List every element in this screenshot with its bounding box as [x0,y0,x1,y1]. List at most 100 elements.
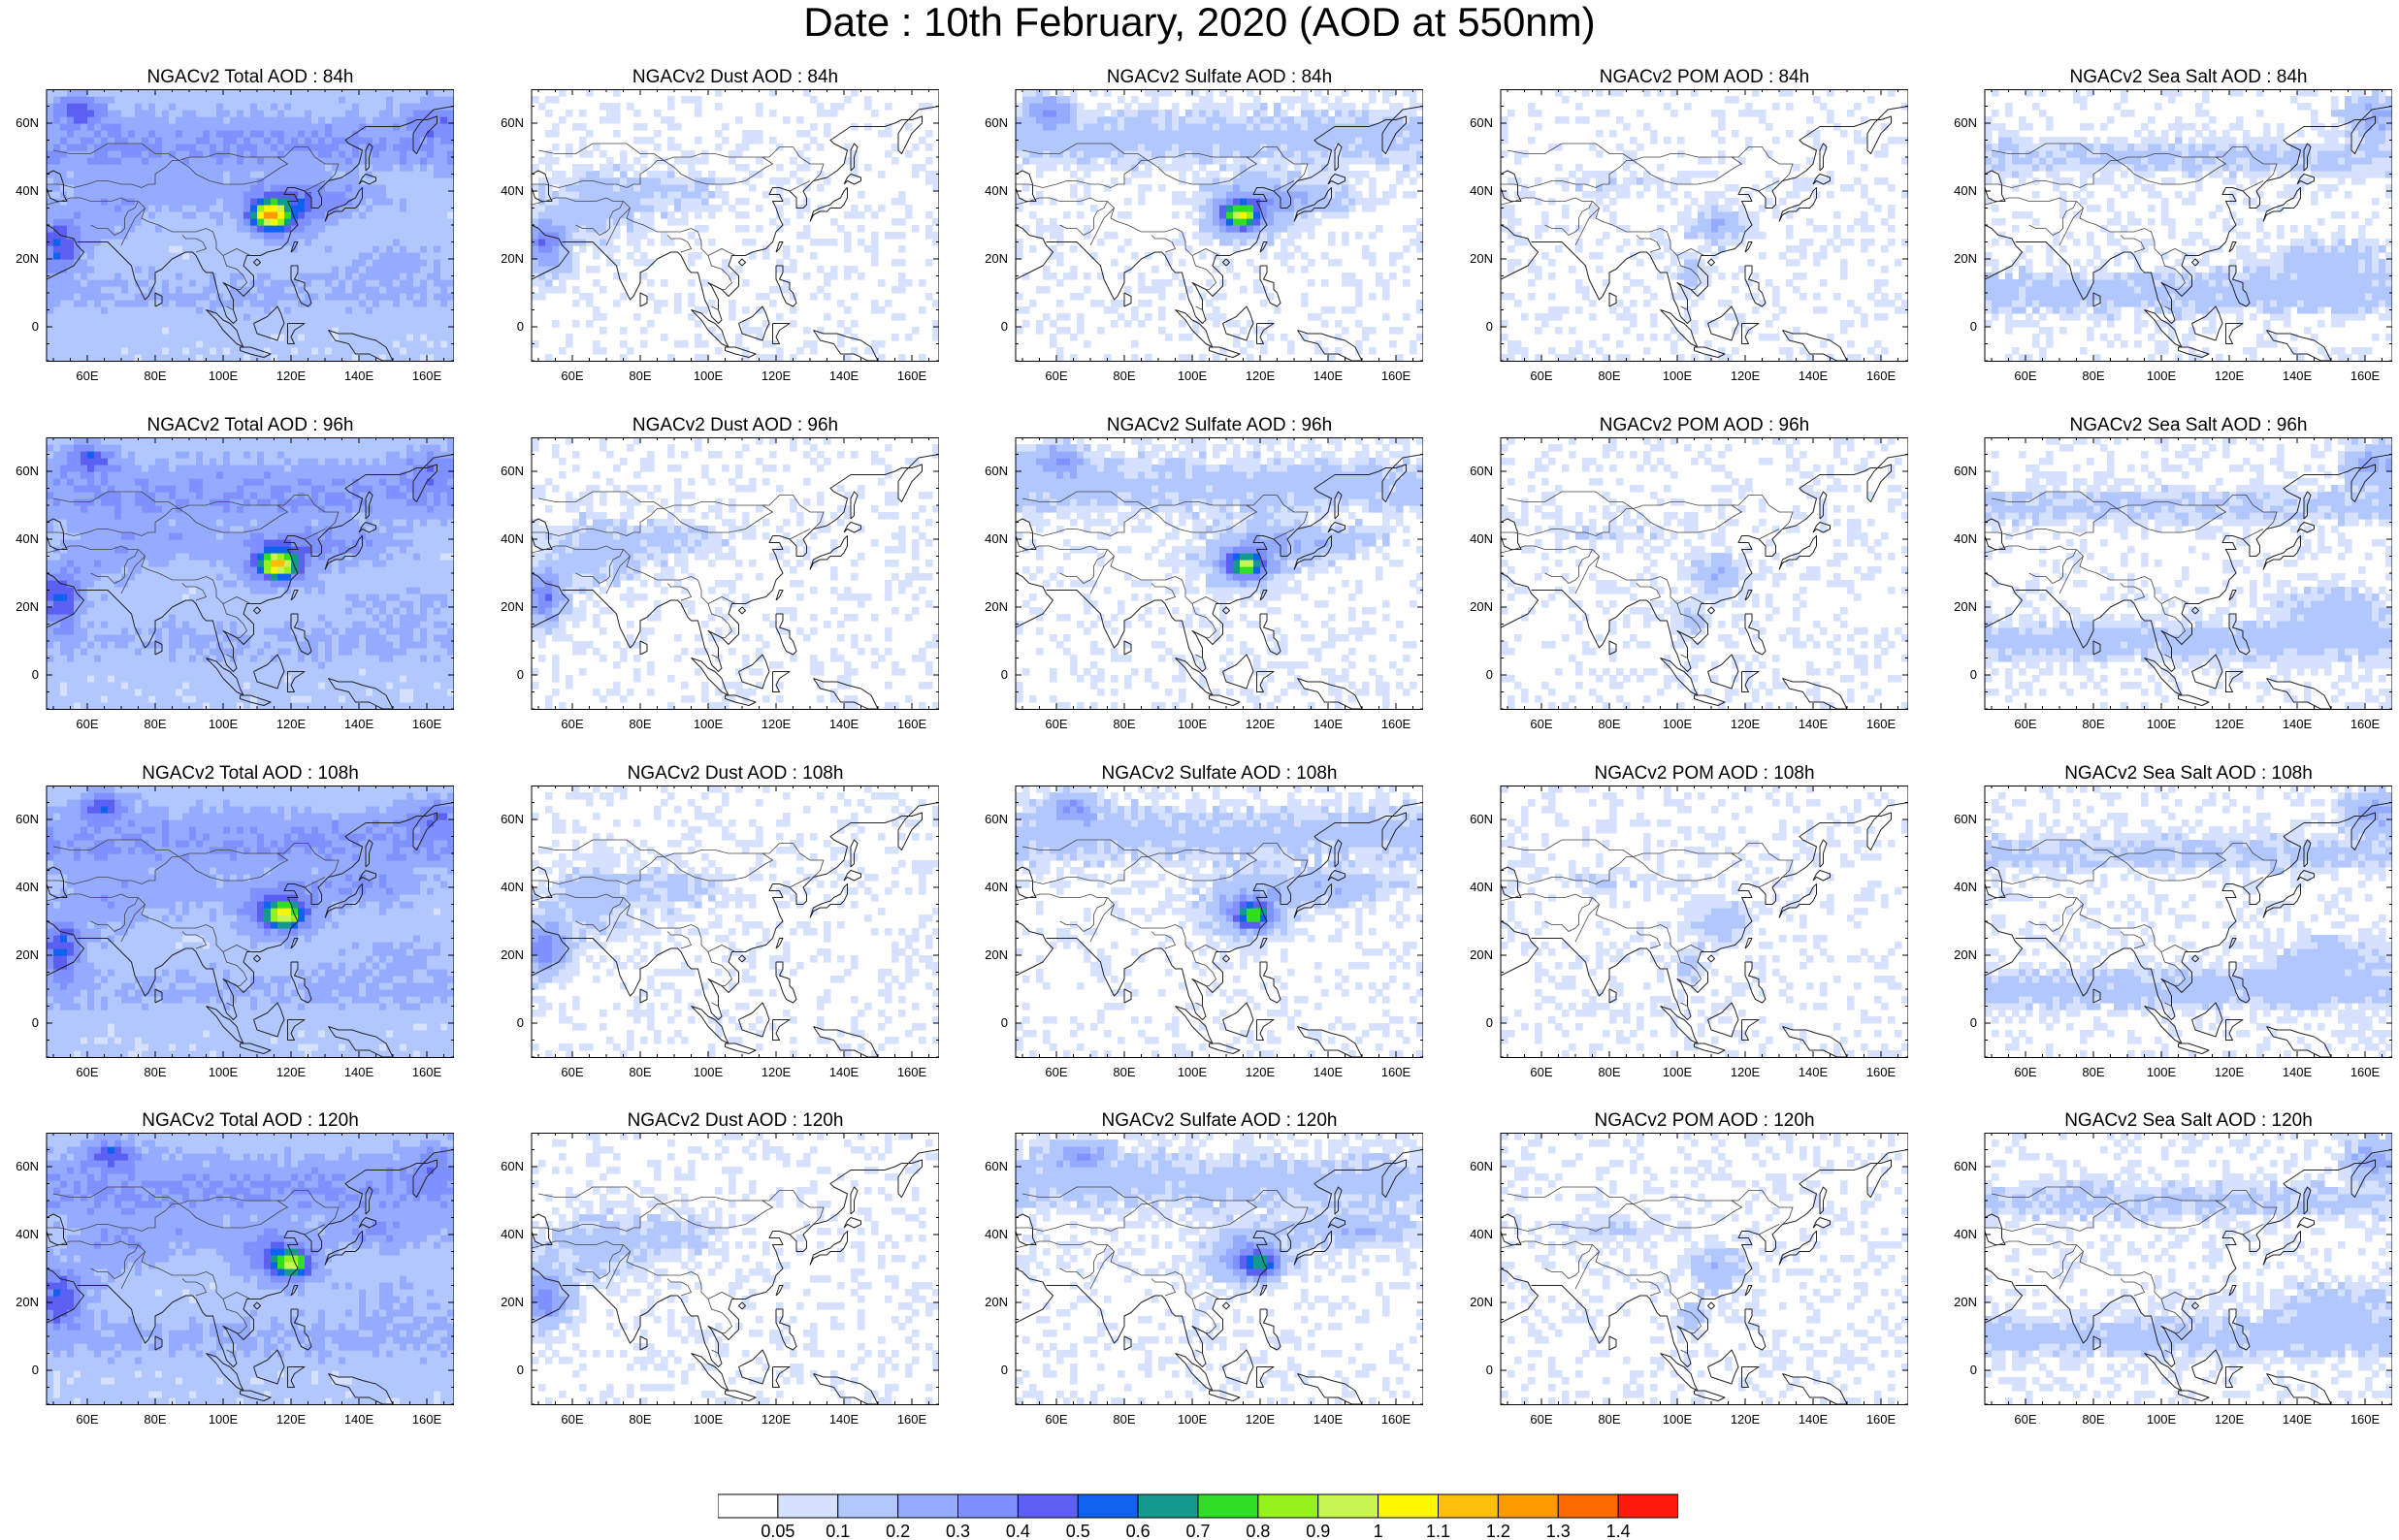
map-panel-pom-84h: NGACv2 POM AOD : 84h 60E 80E 100E 120E 140E 16… [1458,66,1908,390]
lon-tick-label: 100E [1663,1065,1693,1079]
lon-tick-label: 160E [897,717,927,731]
map-panel-seasalt-108h: NGACv2 Sea Salt AOD : 108h 60E 80E 100E 120E… [1942,762,2392,1086]
lon-tick-label: 80E [1113,1065,1135,1079]
lon-tick-label: 120E [2215,1065,2245,1079]
panel-title: NGACv2 Sea Salt AOD : 96h [1942,414,2392,437]
lat-tick-label: 60N [16,464,39,478]
colorbar-label: 1.1 [1426,1522,1450,1540]
panel-title: NGACv2 Dust AOD : 84h [489,66,939,89]
colorbar-swatch [777,1493,839,1519]
lon-tick-label: 120E [1246,717,1276,731]
coastlines [1985,1149,2392,1404]
aod-field [47,786,454,1057]
colorbar-label: 0.9 [1306,1522,1330,1540]
lon-tick-label: 120E [1731,369,1761,383]
lon-tick-label: 120E [2215,717,2245,731]
aod-field [1016,786,1423,1057]
lat-tick-label: 40N [1470,531,1493,546]
colorbar-label: 0.2 [886,1522,910,1540]
map-panel-dust-84h: NGACv2 Dust AOD : 84h 60E 80E 100E 120E 140E 1… [489,66,939,390]
colorbar-swatch [1378,1493,1440,1519]
lon-tick-label: 80E [144,717,166,731]
lat-tick-label: 20N [1954,947,1977,962]
aod-field [47,89,454,361]
colorbar-label: 0.4 [1006,1522,1030,1540]
lat-tick-label: 60N [501,115,524,130]
lon-tick-label: 140E [2283,717,2313,731]
lat-tick-label: 0 [1970,1363,1977,1377]
panel-title: NGACv2 POM AOD : 120h [1458,1109,1908,1133]
lat-tick-label: 0 [1001,667,1008,682]
colorbar-swatch [957,1493,1019,1519]
country-borders [1501,1186,1794,1354]
colorbar-swatch [718,1493,779,1519]
colorbar-label: 0.6 [1126,1522,1151,1540]
map-plot: 60E 80E 100E 120E 140E 160E 0 20N 40N 60N [501,786,939,1079]
lon-tick-label: 140E [344,717,374,731]
lon-tick-label: 60E [2014,717,2036,731]
lon-tick-label: 120E [2215,1412,2245,1427]
aod-field [1985,786,2392,1057]
lon-tick-label: 100E [209,1065,239,1079]
lon-tick-label: 60E [1530,1412,1552,1427]
country-borders [47,491,340,658]
lat-tick-label: 20N [985,599,1008,614]
aod-field [1501,437,1908,709]
lat-tick-label: 60N [16,812,39,826]
lon-tick-label: 80E [629,1412,651,1427]
lon-tick-label: 60E [561,1412,583,1427]
country-borders [1016,839,1309,1007]
lat-tick-label: 40N [501,1227,524,1241]
panel-title: NGACv2 Dust AOD : 96h [489,414,939,437]
map-panel-pom-108h: NGACv2 POM AOD : 108h 60E 80E 100E 120E 140E 1… [1458,762,1908,1086]
lon-tick-label: 60E [561,1065,583,1079]
lon-tick-label: 140E [1799,369,1829,383]
lon-tick-label: 120E [276,369,307,383]
map-panel-seasalt-96h: NGACv2 Sea Salt AOD : 96h 60E 80E 100E 120E 1… [1942,414,2392,738]
lon-tick-label: 80E [629,369,651,383]
lon-tick-label: 100E [1178,369,1208,383]
aod-field [532,1133,939,1404]
panel-title: NGACv2 Total AOD : 96h [4,414,454,437]
lon-tick-label: 140E [1313,1065,1344,1079]
lat-tick-label: 60N [1470,1159,1493,1173]
lon-tick-label: 100E [1178,1065,1208,1079]
aod-field [532,786,939,1057]
lon-tick-label: 100E [2147,369,2177,383]
main-title: Date : 10th February, 2020 (AOD at 550nm… [0,0,2399,45]
lat-tick-label: 40N [501,531,524,546]
map-panel-seasalt-84h: NGACv2 Sea Salt AOD : 84h 60E 80E 100E 120E 1… [1942,66,2392,390]
map-panel-seasalt-120h: NGACv2 Sea Salt AOD : 120h 60E 80E 100E 120E… [1942,1109,2392,1433]
coastlines [532,802,939,1057]
map-panel-grid: NGACv2 Total AOD : 84h 60E 80E 100E 120E 140E… [4,66,2392,1433]
lon-tick-label: 160E [897,369,927,383]
lat-tick-label: 0 [517,1015,524,1030]
map-plot: 60E 80E 100E 120E 140E 160E 0 20N 40N 60N [16,786,454,1079]
country-borders [532,491,825,658]
coastlines [532,454,939,709]
lat-tick-label: 60N [1470,812,1493,826]
country-borders [1985,1186,2278,1354]
coastlines [1501,106,1908,361]
colorbar-swatch [837,1493,899,1519]
lon-tick-label: 160E [1381,369,1411,383]
map-plot: 60E 80E 100E 120E 140E 160E 0 20N 40N 60N [501,1133,939,1427]
lat-tick-label: 20N [985,1295,1008,1309]
lat-tick-label: 0 [517,1363,524,1377]
lat-tick-label: 40N [16,1227,39,1241]
colorbar: 0.05 0.1 0.2 0.3 0.4 0.5 0.6 0.7 0.8 0.9 1 1.1 1.2 1.… [718,1493,1678,1540]
panel-title: NGACv2 POM AOD : 96h [1458,414,1908,437]
map-plot: 60E 80E 100E 120E 140E 160E 0 20N 40N 60N [16,89,454,383]
country-borders [1501,491,1794,658]
aod-field [47,1133,454,1404]
lat-tick-label: 0 [517,667,524,682]
country-borders [1985,839,2278,1007]
lon-tick-label: 60E [1045,717,1067,731]
panel-title: NGACv2 Sea Salt AOD : 108h [1942,762,2392,786]
lon-tick-label: 120E [276,717,307,731]
lon-tick-label: 60E [1530,1065,1552,1079]
map-panel-total-108h: NGACv2 Total AOD : 108h 60E 80E 100E 120E 140… [4,762,454,1086]
lon-tick-label: 140E [2283,1065,2313,1079]
coastlines [47,802,454,1057]
lat-tick-label: 40N [1954,531,1977,546]
